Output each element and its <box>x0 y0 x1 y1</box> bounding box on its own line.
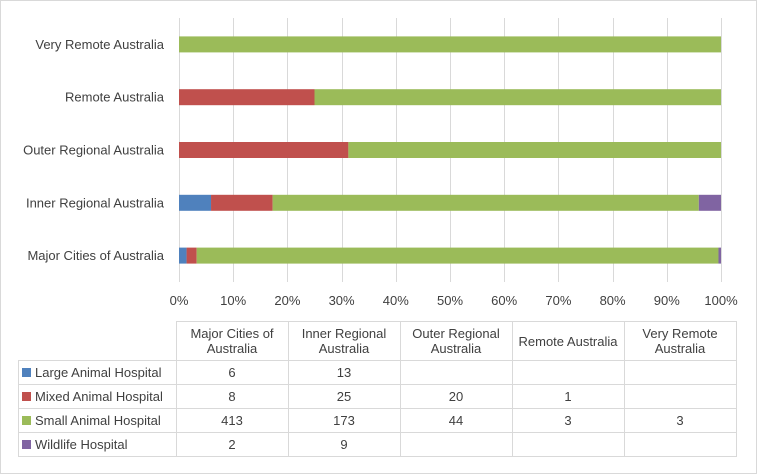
x-tick-label: 90% <box>654 293 680 308</box>
table-corner <box>18 321 177 361</box>
series-name: Wildlife Hospital <box>35 437 128 452</box>
table-cell: 44 <box>399 408 513 433</box>
table-cell: 25 <box>287 384 401 409</box>
legend-key <box>22 416 31 425</box>
bar-segment <box>698 194 721 211</box>
bar-segment <box>179 89 315 106</box>
table-cell: 2 <box>175 432 289 457</box>
table-row-label: Large Animal Hospital <box>18 360 177 385</box>
x-tick-label: 10% <box>220 293 246 308</box>
stacked-bar-chart: Major Cities of Australia Inner Regional … <box>23 18 738 308</box>
table-cell <box>511 432 625 457</box>
table-cell: 413 <box>175 408 289 433</box>
bar-segment <box>272 194 699 211</box>
table-row: Mixed Animal Hospital 8 25 20 1 <box>18 384 737 409</box>
table-row: Small Animal Hospital 413 173 44 3 3 <box>18 408 737 433</box>
x-tick-label: 50% <box>437 293 463 308</box>
bars <box>179 36 721 264</box>
x-tick-label: 40% <box>383 293 409 308</box>
category-label: Inner Regional Australia <box>26 195 165 210</box>
table-column-header: Outer Regional Australia <box>399 321 513 361</box>
table-column-header: Very Remote Australia <box>623 321 737 361</box>
bar-segment <box>179 36 721 53</box>
bar-segment <box>718 247 721 264</box>
table-cell: 6 <box>175 360 289 385</box>
table-header-row: Major Cities of Australia Inner Regional … <box>18 321 737 361</box>
x-tick-label: 30% <box>329 293 355 308</box>
data-table: Major Cities of Australia Inner Regional … <box>18 321 737 457</box>
series-name: Mixed Animal Hospital <box>35 389 163 404</box>
table-cell <box>623 432 737 457</box>
table-row: Wildlife Hospital 2 9 <box>18 432 737 457</box>
bar-segment <box>211 194 273 211</box>
table-row-label: Small Animal Hospital <box>18 408 177 433</box>
series-name: Small Animal Hospital <box>35 413 161 428</box>
x-tick-labels: 0% 10% 20% 30% 40% 50% 60% 70% 80% 90% 100% <box>170 293 738 308</box>
bar-segment <box>348 142 721 158</box>
table-cell <box>623 384 737 409</box>
bar-segment <box>186 247 197 264</box>
x-tick-label: 70% <box>545 293 571 308</box>
legend-key <box>22 440 31 449</box>
category-label: Major Cities of Australia <box>27 248 164 263</box>
table-row: Large Animal Hospital 6 13 <box>18 360 737 385</box>
bar-segment <box>179 247 187 264</box>
series-name: Large Animal Hospital <box>35 365 162 380</box>
table-cell <box>623 360 737 385</box>
table-column-header: Inner Regional Australia <box>287 321 401 361</box>
x-tick-label: 100% <box>704 293 738 308</box>
bar-segment <box>314 89 721 106</box>
x-tick-label: 20% <box>274 293 300 308</box>
x-tick-label: 80% <box>600 293 626 308</box>
table-cell: 20 <box>399 384 513 409</box>
table-cell: 3 <box>511 408 625 433</box>
category-label: Very Remote Australia <box>35 37 164 52</box>
bar-segment <box>196 247 719 264</box>
table-cell: 9 <box>287 432 401 457</box>
table-cell: 3 <box>623 408 737 433</box>
table-cell <box>399 432 513 457</box>
x-tick-label: 0% <box>170 293 189 308</box>
table-body: Large Animal Hospital 6 13 Mixed Animal Hos… <box>18 360 737 457</box>
table-column-header: Remote Australia <box>511 321 625 361</box>
bar-segment <box>179 142 349 158</box>
table-cell: 13 <box>287 360 401 385</box>
legend-key <box>22 368 31 377</box>
x-tick-label: 60% <box>491 293 517 308</box>
table-cell <box>399 360 513 385</box>
table-cell <box>511 360 625 385</box>
table-row-label: Wildlife Hospital <box>18 432 177 457</box>
category-labels: Major Cities of Australia Inner Regional … <box>23 37 165 263</box>
legend-key <box>22 392 31 401</box>
table-row-label: Mixed Animal Hospital <box>18 384 177 409</box>
table-cell: 1 <box>511 384 625 409</box>
table-column-header: Major Cities of Australia <box>175 321 289 361</box>
category-label: Remote Australia <box>65 90 165 105</box>
category-label: Outer Regional Australia <box>23 143 165 158</box>
table-cell: 173 <box>287 408 401 433</box>
table-cell: 8 <box>175 384 289 409</box>
bar-segment <box>179 194 212 211</box>
